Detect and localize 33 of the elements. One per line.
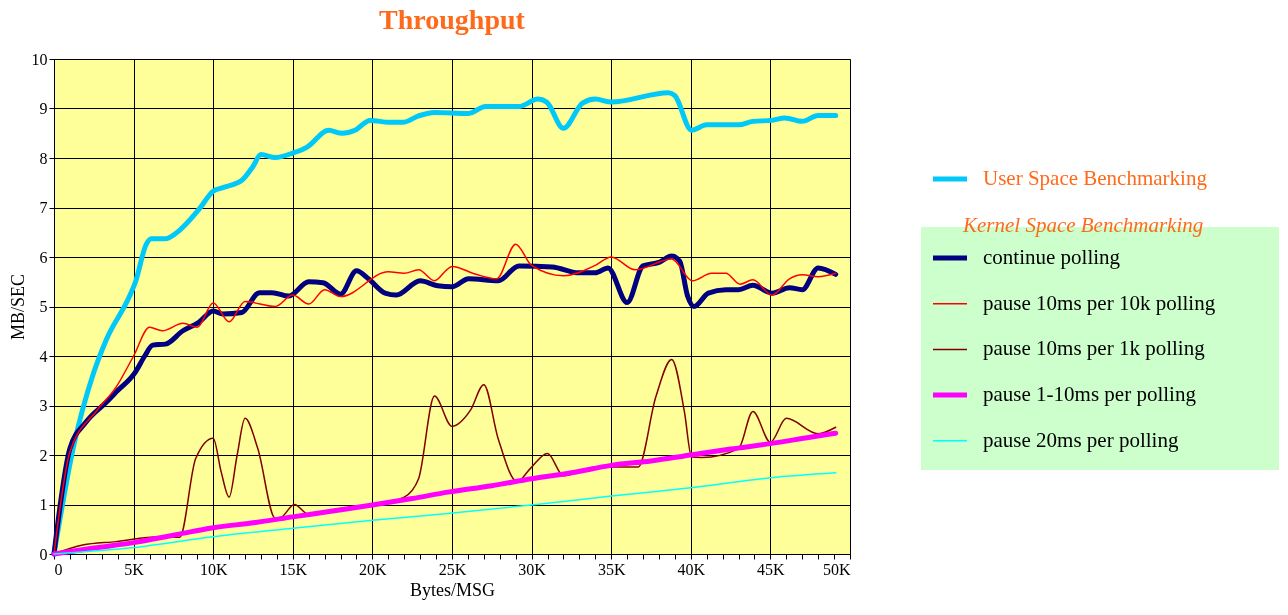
y-tick-label: 10 — [31, 50, 48, 68]
legend-label: continue polling — [983, 245, 1121, 269]
y-tick-label: 4 — [39, 347, 48, 365]
x-tick-label: 5K — [124, 560, 145, 578]
y-tick-label: 8 — [39, 149, 48, 167]
x-tick-label: 35K — [597, 560, 626, 578]
legend-label: pause 1-10ms per polling — [983, 382, 1197, 407]
y-tick-label: 5 — [39, 298, 48, 315]
chart-title: Throughput — [379, 4, 526, 35]
text: Kernel Space Benchmarking — [962, 213, 1204, 237]
y-tick-label: 0 — [39, 545, 48, 563]
y-tick-label: 1 — [39, 496, 48, 513]
y-tick-label: 6 — [39, 248, 48, 266]
x-tick-label: 40K — [677, 560, 706, 578]
line-series — [53, 472, 837, 555]
y-tick-label: 2 — [39, 446, 48, 464]
y-tick-label: 7 — [39, 199, 48, 216]
x-tick-label: 0 — [54, 560, 63, 578]
x-tick-label: 25K — [438, 560, 467, 578]
legend-label: pause 20ms per polling — [983, 427, 1179, 452]
x-tick-label: 15K — [279, 560, 308, 578]
y-tick-label: 9 — [39, 100, 48, 117]
x-axis-title: Bytes/MSG — [409, 579, 496, 600]
y-axis-title: MB/SEC — [7, 273, 28, 341]
x-tick-label: 50K — [822, 560, 851, 578]
legend-label: pause 10ms per 10k polling — [983, 290, 1216, 315]
x-tick-label: 30K — [518, 560, 547, 578]
x-tick-label: 45K — [757, 560, 786, 578]
x-tick-label: 10K — [199, 560, 228, 578]
legend-label: pause 10ms per 1k polling — [983, 336, 1206, 361]
y-tick-label: 3 — [39, 397, 48, 414]
legend-label: User Space Benchmarking — [983, 166, 1208, 190]
x-tick-label: 20K — [359, 560, 388, 578]
